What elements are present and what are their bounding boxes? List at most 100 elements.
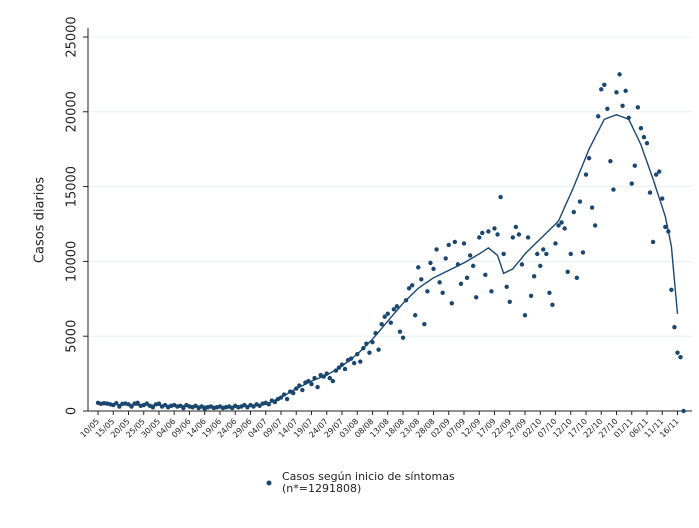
point xyxy=(565,269,570,275)
point xyxy=(544,251,549,257)
point xyxy=(623,88,628,94)
legend-label: Casos según inicio de síntomas xyxy=(282,470,455,483)
point xyxy=(382,314,387,319)
point xyxy=(641,135,647,140)
point xyxy=(550,302,555,307)
point xyxy=(461,241,467,246)
point xyxy=(117,404,122,409)
point xyxy=(413,313,418,318)
point xyxy=(608,158,613,164)
point xyxy=(419,277,424,282)
point xyxy=(498,194,503,200)
point xyxy=(483,272,488,278)
point xyxy=(400,335,406,340)
point xyxy=(446,242,451,248)
point xyxy=(425,289,430,294)
point xyxy=(638,126,644,131)
point xyxy=(474,295,479,300)
point xyxy=(437,280,442,285)
point xyxy=(504,284,509,290)
y-tick-label: 0 xyxy=(65,407,80,415)
point xyxy=(577,199,583,204)
point xyxy=(379,322,384,327)
point xyxy=(663,224,668,230)
grid xyxy=(88,36,692,337)
point xyxy=(315,384,320,390)
point xyxy=(467,253,473,258)
point xyxy=(501,251,506,257)
point xyxy=(541,247,546,252)
point xyxy=(406,286,412,291)
point xyxy=(342,366,348,372)
point xyxy=(678,354,683,360)
point xyxy=(620,103,625,108)
point xyxy=(458,281,464,287)
point xyxy=(309,381,314,387)
y-tick-label: 10000 xyxy=(65,241,80,282)
point xyxy=(452,239,458,245)
point xyxy=(614,90,619,95)
point xyxy=(672,325,677,330)
point xyxy=(650,239,656,245)
y-axis-label: Casos diarios xyxy=(33,177,48,263)
point xyxy=(376,347,381,352)
point xyxy=(135,400,140,405)
point xyxy=(568,251,573,257)
point xyxy=(385,311,390,316)
point xyxy=(409,283,415,288)
point xyxy=(181,405,186,411)
point xyxy=(358,359,363,364)
point xyxy=(291,390,296,396)
point xyxy=(507,299,512,304)
point xyxy=(397,329,403,334)
point xyxy=(617,72,622,77)
point xyxy=(596,114,601,119)
point xyxy=(580,250,586,255)
point xyxy=(538,263,543,269)
point xyxy=(605,106,610,111)
point xyxy=(495,232,500,237)
point xyxy=(391,307,397,312)
point xyxy=(635,105,641,110)
point xyxy=(388,320,393,325)
point xyxy=(611,187,616,192)
point xyxy=(535,251,540,257)
point xyxy=(477,235,482,240)
point xyxy=(150,405,156,410)
point xyxy=(284,396,290,402)
point xyxy=(519,262,525,267)
point xyxy=(434,247,439,252)
point xyxy=(528,293,534,299)
point xyxy=(367,350,372,355)
point xyxy=(422,322,427,327)
point xyxy=(653,172,659,177)
point xyxy=(428,260,433,266)
point xyxy=(675,350,680,355)
point xyxy=(660,196,665,201)
point xyxy=(553,241,558,246)
legend-note: (n*=1291808) xyxy=(282,482,361,495)
y-tick-label: 25000 xyxy=(65,16,80,57)
point xyxy=(583,172,589,177)
point xyxy=(513,224,519,230)
point xyxy=(531,274,537,279)
point xyxy=(516,232,522,237)
point xyxy=(327,375,332,381)
point xyxy=(602,82,607,88)
point xyxy=(480,230,485,236)
point xyxy=(559,220,564,225)
y-tick-label: 5000 xyxy=(65,320,80,353)
point xyxy=(556,223,561,228)
point xyxy=(599,87,604,92)
point xyxy=(470,263,476,269)
point xyxy=(547,290,552,296)
point xyxy=(681,408,686,414)
point xyxy=(571,209,576,215)
point xyxy=(669,287,674,293)
point xyxy=(574,275,580,281)
point xyxy=(492,226,497,231)
point xyxy=(629,181,634,186)
point xyxy=(489,289,494,294)
point xyxy=(449,301,454,306)
